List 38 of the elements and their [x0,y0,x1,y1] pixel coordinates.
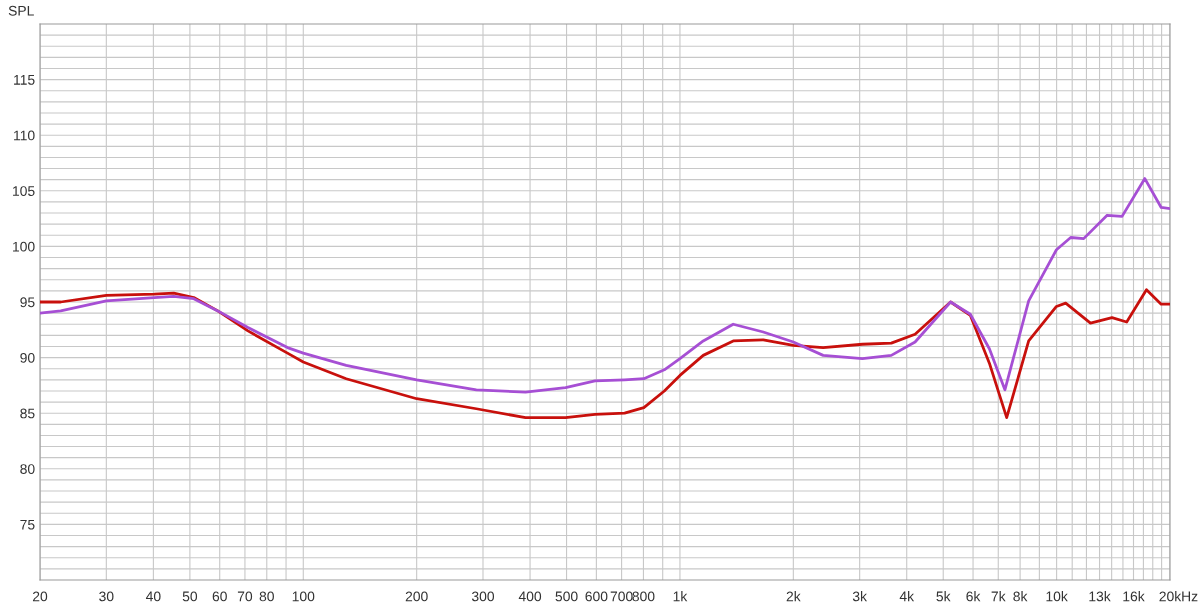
y-axis-title: SPL [8,5,34,16]
x-tick-label: 6k [966,591,981,602]
x-tick-label: 40 [145,591,161,602]
x-tick-label: 5k [936,591,951,602]
x-tick-label: 16k [1123,591,1145,602]
y-tick-label: 105 [13,186,35,196]
x-tick-label: 50 [182,591,198,602]
x-tick-label: 8k [1013,591,1028,602]
x-tick-label: 100 [292,591,315,602]
x-tick-label: 80 [259,591,274,602]
x-tick-label: 1k [673,591,688,602]
x-tick-label: 600 [585,591,608,602]
x-tick-label: 500 [555,591,578,602]
x-tick-label: 20 [32,591,48,602]
x-tick-label: 13k [1089,591,1111,602]
x-tick-label: 3k [852,591,868,602]
y-tick-label: 90 [20,352,35,363]
y-tick-label: 75 [20,519,35,530]
y-tick-label: 80 [20,464,35,474]
x-tick-label: 20k [1159,591,1182,602]
y-tick-label: 115 [14,75,35,85]
x-tick-label: 2k [786,591,801,602]
y-tick-label: 95 [20,297,35,308]
x-tick-label: 7k [991,591,1006,602]
x-tick-label: 70 [237,591,253,602]
x-tick-label: 800 [632,591,655,602]
x-tick-label: 400 [518,591,542,602]
x-tick-label: 4k [899,591,915,602]
y-tick-label: 85 [20,408,35,419]
y-tick-label: 110 [14,130,35,141]
x-tick-label: 300 [471,591,495,602]
y-tick-label: 100 [13,241,35,252]
x-tick-label: 10k [1046,591,1068,602]
x-tick-label: 30 [99,591,114,602]
x-tick-label: 700 [610,591,633,602]
x-tick-label: 60 [212,591,227,602]
x-tick-label: 200 [405,591,428,602]
x-axis-title: Hz [1182,591,1198,602]
